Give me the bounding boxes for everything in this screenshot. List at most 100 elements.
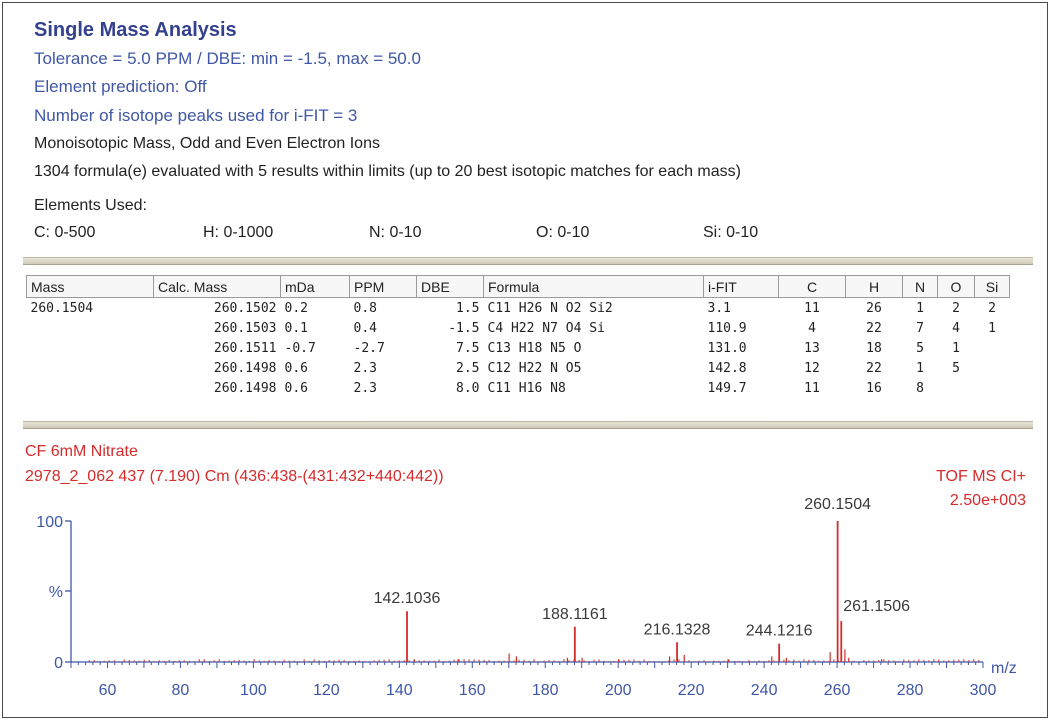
table-cell-h: 18 xyxy=(866,340,882,356)
table-cell-formula: C12 H22 N O5 xyxy=(487,360,582,376)
labeled-peaks-group: 142.1036 188.1161 216.1328 244.1216 260.1504… xyxy=(374,496,910,662)
table-cell-formula: C11 H26 N O2 Si2 xyxy=(487,300,613,316)
x-tick-label: 180 xyxy=(532,682,559,699)
isotope-peaks-line: Number of isotope peaks used for i-FIT =… xyxy=(34,106,358,125)
col-h: H xyxy=(845,275,903,298)
mass-spectrum-chart: 100% 0 60 80 100 120 140 160 180 200 220 240 260 280 3… xyxy=(36,496,1016,699)
col-c: C xyxy=(778,275,846,298)
scan-info: 2978_2_062 437 (7.190) Cm (436:438-(431:… xyxy=(25,468,444,485)
table-row[interactable]: 260.1503 0.1 0.4 -1.5 C4 H22 N7 O4 Si 110.9 4 2… xyxy=(27,318,1010,338)
peak-label: 142.1036 xyxy=(374,590,441,607)
col-o: O xyxy=(937,275,975,298)
table-cell-ppm: 2.3 xyxy=(353,380,377,396)
col-mda: mDa xyxy=(280,275,350,298)
table-cell-n: 7 xyxy=(916,320,924,336)
x-tick-label: 140 xyxy=(386,682,413,699)
table-cell-mda: 0.1 xyxy=(284,320,308,336)
table-row[interactable]: 260.1504 260.1502 0.2 0.8 1.5 C11 H26 N O2 Si… xyxy=(27,298,1010,319)
table-cell-dbe: 2.5 xyxy=(456,360,480,376)
col-n: N xyxy=(902,275,938,298)
y-tick-label: 0 xyxy=(54,655,63,672)
peak-label: 188.1161 xyxy=(542,606,608,623)
table-cell-calc-mass: 260.1503 xyxy=(213,320,277,336)
peak-label: 261.1506 xyxy=(843,598,910,615)
table-cell-ppm: 2.3 xyxy=(353,360,377,376)
table-cell-n: 1 xyxy=(916,360,924,376)
table-cell-calc-mass: 260.1502 xyxy=(213,300,277,316)
x-tick-label: 120 xyxy=(313,682,340,699)
minor-peaks-group xyxy=(88,649,980,662)
element-range-n: N: 0-10 xyxy=(369,224,422,241)
table-cell-o: 2 xyxy=(952,300,960,316)
table-row[interactable]: 260.1498 0.6 2.3 2.5 C12 H22 N O5 142.8 12 22 1 5 xyxy=(27,358,1010,378)
y-tick-label: % xyxy=(49,584,63,601)
acquisition-mode: TOF MS CI+ xyxy=(936,468,1026,485)
table-cell-h: 22 xyxy=(866,360,882,376)
x-tick-label: 280 xyxy=(897,682,924,699)
table-cell-si: 1 xyxy=(988,320,996,336)
y-tick-label: 100 xyxy=(36,514,63,531)
table-row[interactable]: 260.1498 0.6 2.3 8.0 C11 H16 N8 149.7 11 16 8 xyxy=(27,378,1010,398)
col-calc-mass: Calc. Mass xyxy=(153,275,281,298)
table-cell-dbe: 7.5 xyxy=(456,340,480,356)
x-tick-label: 160 xyxy=(459,682,486,699)
table-cell-calc-mass: 260.1511 xyxy=(213,340,277,356)
table-cell-c: 12 xyxy=(804,360,820,376)
table-cell-formula: C4 H22 N7 O4 Si xyxy=(487,320,605,336)
col-mass: Mass xyxy=(26,275,154,298)
results-table-body: 260.1504 260.1502 0.2 0.8 1.5 C11 H26 N O2 Si… xyxy=(27,298,1010,399)
x-tick-label: 200 xyxy=(605,682,632,699)
x-tick-label: 240 xyxy=(751,682,778,699)
table-header-row: Mass Calc. Mass mDa PPM DBE Formula i-FI… xyxy=(26,275,1010,298)
table-cell-i-fit: 149.7 xyxy=(707,380,747,396)
tolerance-line: Tolerance = 5.0 PPM / DBE: min = -1.5, m… xyxy=(34,49,421,68)
element-range-c: C: 0-500 xyxy=(34,224,96,241)
peak-label: 216.1328 xyxy=(644,621,711,638)
table-cell-si: 2 xyxy=(988,300,996,316)
table-cell-mda: 0.6 xyxy=(284,360,308,376)
x-axis-label: m/z xyxy=(991,660,1017,677)
element-prediction-line: Element prediction: Off xyxy=(34,77,207,96)
table-cell-dbe: 1.5 xyxy=(456,300,480,316)
col-si: Si xyxy=(974,275,1010,298)
table-cell-mda: 0.2 xyxy=(284,300,308,316)
table-cell-o: 4 xyxy=(952,320,960,336)
results-table-panel: Mass Calc. Mass mDa PPM DBE Formula i-FI… xyxy=(23,257,1033,429)
table-cell-i-fit: 131.0 xyxy=(707,340,747,356)
table-cell-ppm: 0.4 xyxy=(353,320,377,336)
col-dbe: DBE xyxy=(416,275,484,298)
x-tick-label: 80 xyxy=(172,682,190,699)
table-cell-calc-mass: 260.1498 xyxy=(213,360,277,376)
spectrum-axes: 100% 0 60 80 100 120 140 160 180 200 220 240 260 280 3… xyxy=(36,514,1016,699)
table-cell-formula: C13 H18 N5 O xyxy=(487,340,582,356)
table-cell-mda: -0.7 xyxy=(284,340,316,356)
peak-label: 244.1216 xyxy=(746,623,813,640)
table-top-divider xyxy=(23,257,1033,265)
table-cell-c: 13 xyxy=(804,340,820,356)
table-cell-i-fit: 142.8 xyxy=(707,360,747,376)
element-range-h: H: 0-1000 xyxy=(203,224,274,241)
table-cell-mass: 260.1504 xyxy=(30,300,94,316)
element-range-o: O: 0-10 xyxy=(536,224,590,241)
table-cell-c: 11 xyxy=(804,380,820,396)
ion-type-line: Monoisotopic Mass, Odd and Even Electron… xyxy=(34,135,380,152)
results-table: Mass Calc. Mass mDa PPM DBE Formula i-FI… xyxy=(26,275,1010,398)
table-row[interactable]: 260.1511 -0.7 -2.7 7.5 C13 H18 N5 O 131.0 13 18… xyxy=(27,338,1010,358)
table-cell-o: 5 xyxy=(952,360,960,376)
col-formula: Formula xyxy=(483,275,704,298)
report-title: Single Mass Analysis xyxy=(34,19,237,41)
table-cell-mda: 0.6 xyxy=(284,380,308,396)
table-cell-ppm: -2.7 xyxy=(353,340,385,356)
x-tick-label: 60 xyxy=(99,682,117,699)
table-cell-n: 1 xyxy=(916,300,924,316)
table-cell-formula: C11 H16 N8 xyxy=(487,380,566,396)
peak-label: 260.1504 xyxy=(804,496,871,513)
x-tick-label: 260 xyxy=(824,682,851,699)
x-tick-label: 220 xyxy=(678,682,705,699)
table-cell-o: 1 xyxy=(952,340,960,356)
table-cell-ppm: 0.8 xyxy=(353,300,377,316)
max-intensity: 2.50e+003 xyxy=(949,492,1026,509)
element-range-si: Si: 0-10 xyxy=(703,224,759,241)
table-cell-i-fit: 3.1 xyxy=(707,300,731,316)
